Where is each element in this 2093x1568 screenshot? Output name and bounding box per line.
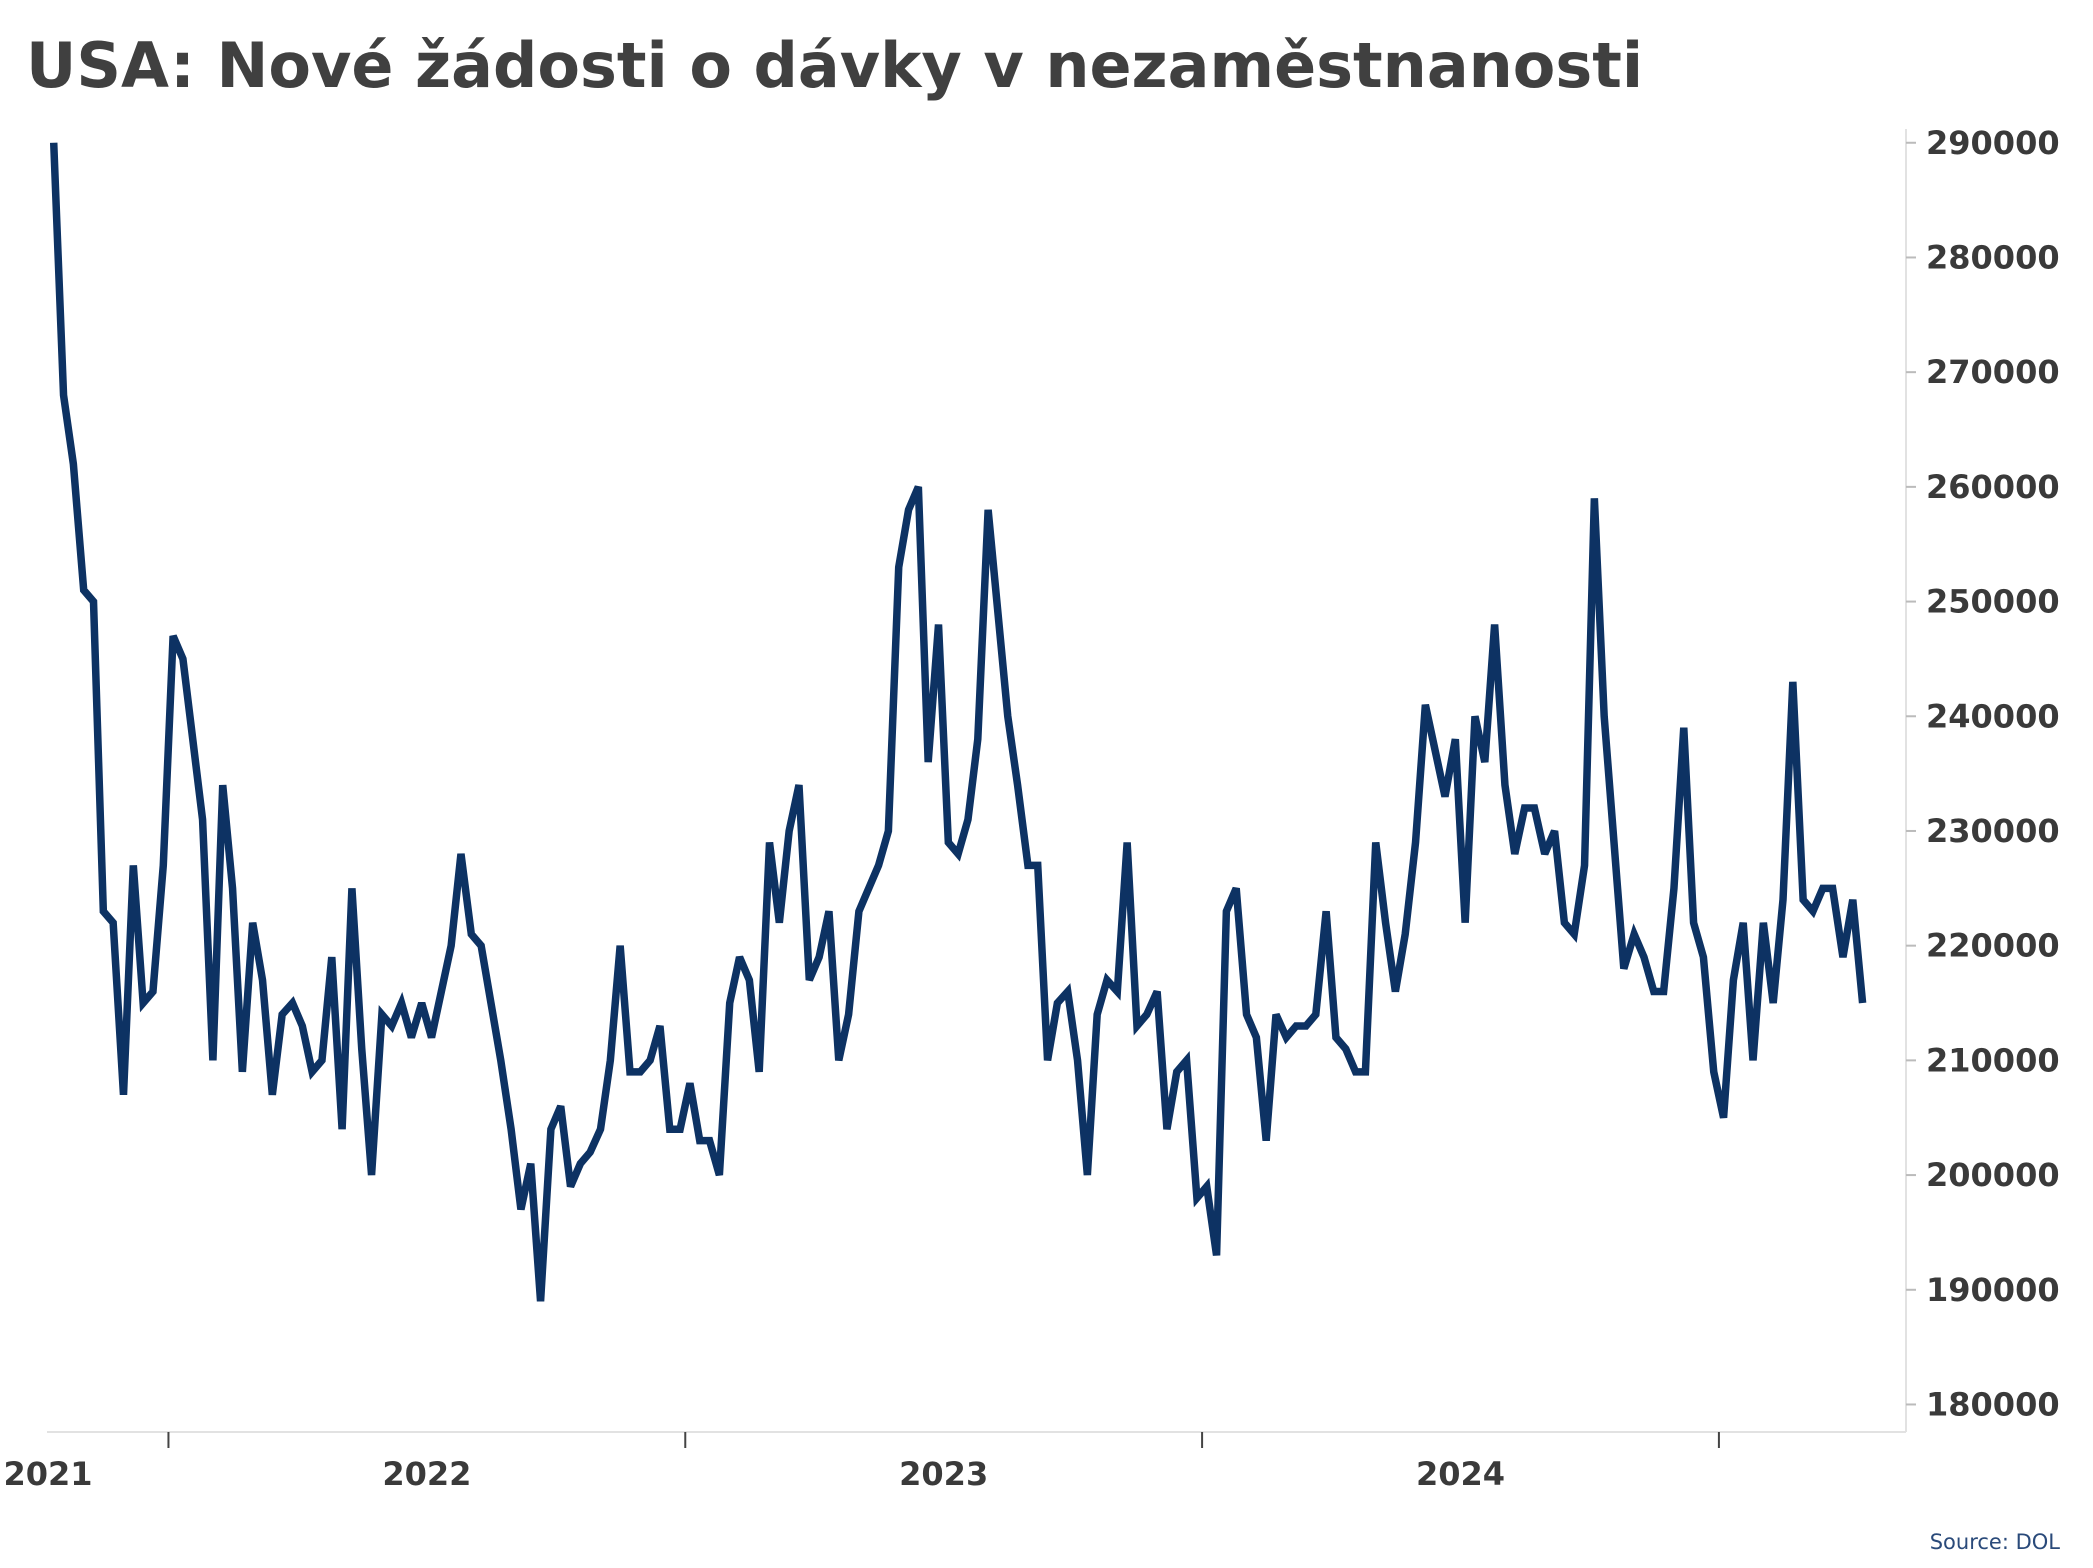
y-tick-label: 290000 xyxy=(1926,124,2060,162)
y-tick-label: 180000 xyxy=(1926,1385,2060,1423)
y-tick-label: 230000 xyxy=(1926,812,2060,850)
y-tick-label: 240000 xyxy=(1926,697,2060,735)
y-tick-label: 200000 xyxy=(1926,1156,2060,1194)
y-tick-label: 260000 xyxy=(1926,468,2060,506)
x-tick-label: 2024 xyxy=(1416,1455,1505,1493)
chart-title: USA: Nové žádosti o dávky v nezaměstnano… xyxy=(26,29,1643,102)
line-series xyxy=(49,142,1867,1302)
source-note: Source: DOL xyxy=(1930,1530,2061,1554)
x-tick-label: 2023 xyxy=(899,1455,988,1493)
y-tick-label: 220000 xyxy=(1926,927,2060,965)
y-tick-label: 270000 xyxy=(1926,353,2060,391)
x-tick-label: 2022 xyxy=(382,1455,471,1493)
x-tick-label: 2021 xyxy=(3,1455,92,1493)
y-tick-label: 190000 xyxy=(1926,1271,2060,1309)
y-tick-label: 210000 xyxy=(1926,1041,2060,1079)
y-tick-label: 280000 xyxy=(1926,238,2060,276)
y-tick-label: 250000 xyxy=(1926,583,2060,621)
